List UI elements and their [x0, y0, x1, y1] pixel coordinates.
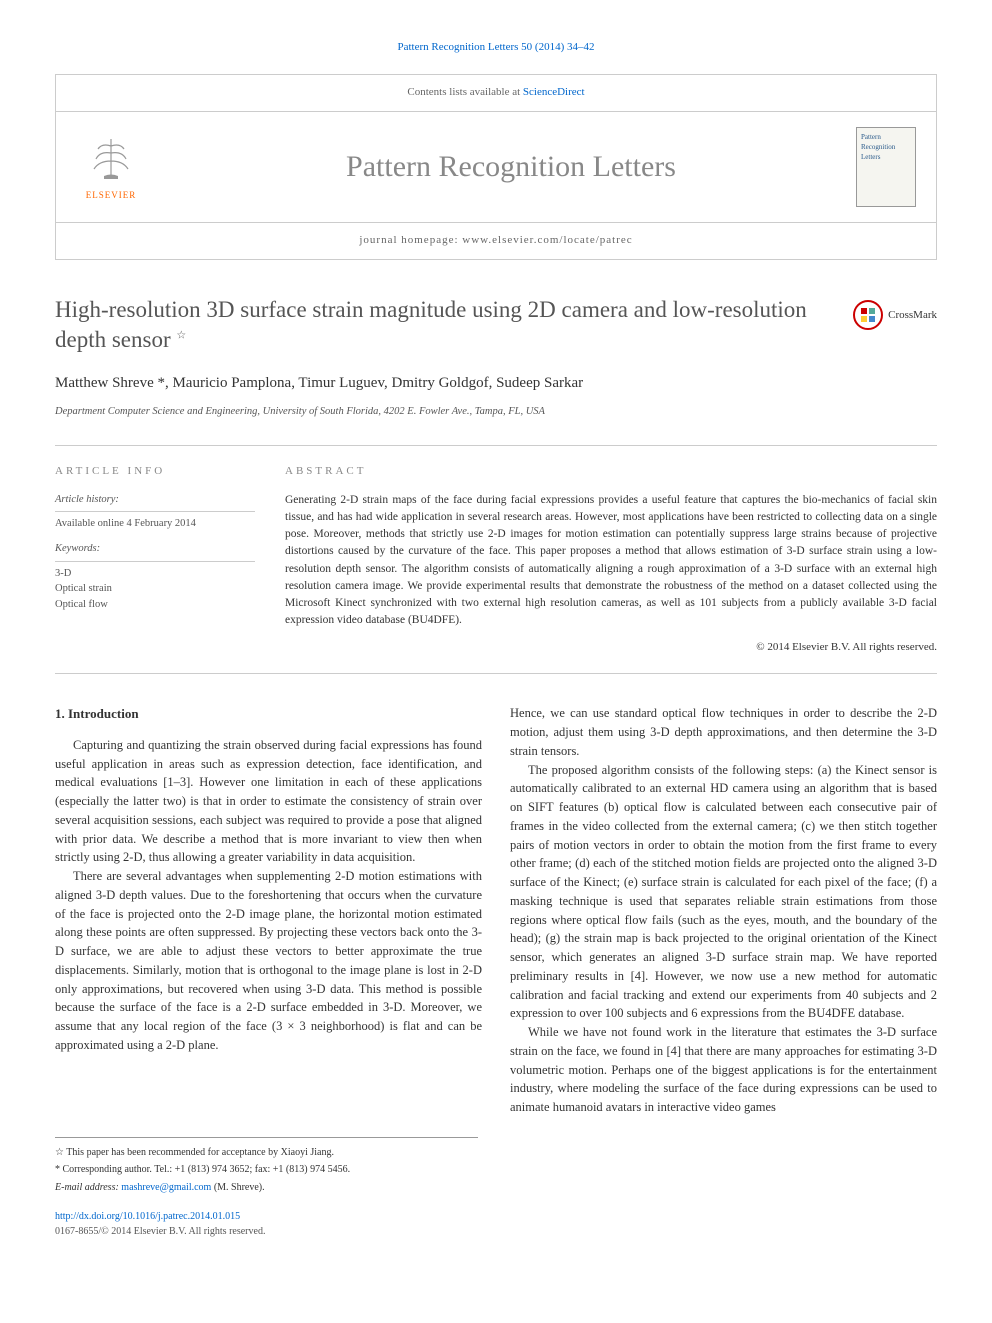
doi-block: http://dx.doi.org/10.1016/j.patrec.2014.…: [55, 1210, 937, 1239]
history-label: Article history:: [55, 492, 255, 512]
authors-line: Matthew Shreve *, Mauricio Pamplona, Tim…: [55, 373, 937, 395]
abstract-heading: ABSTRACT: [285, 464, 937, 480]
crossmark-badge[interactable]: CrossMark: [853, 300, 937, 330]
contents-pre: Contents lists available at: [407, 86, 522, 98]
section-1-heading: 1. Introduction: [55, 704, 482, 724]
title-star: ☆: [176, 329, 186, 341]
article-title: High-resolution 3D surface strain magnit…: [55, 295, 937, 355]
body-col-left: 1. Introduction Capturing and quantizing…: [55, 704, 482, 1117]
crossmark-icon: [853, 300, 883, 330]
doi-link[interactable]: http://dx.doi.org/10.1016/j.patrec.2014.…: [55, 1211, 240, 1222]
intro-p1: Capturing and quantizing the strain obse…: [55, 736, 482, 867]
intro-p2: There are several advantages when supple…: [55, 867, 482, 1055]
history-text: Available online 4 February 2014: [55, 516, 255, 532]
keywords-text: 3-D Optical strain Optical flow: [55, 566, 255, 613]
journal-title: Pattern Recognition Letters: [166, 145, 856, 189]
sciencedirect-link[interactable]: ScienceDirect: [523, 86, 585, 98]
intro-p3: Hence, we can use standard optical flow …: [510, 704, 937, 760]
homepage-url: www.elsevier.com/locate/patrec: [462, 234, 632, 246]
footnote-1: ☆ This paper has been recommended for ac…: [55, 1146, 478, 1161]
affiliation-line: Department Computer Science and Engineer…: [55, 404, 937, 419]
intro-p5: While we have not found work in the lite…: [510, 1023, 937, 1117]
abstract-copyright: © 2014 Elsevier B.V. All rights reserved…: [285, 640, 937, 656]
article-info-col: ARTICLE INFO Article history: Available …: [55, 464, 255, 656]
email-post: (M. Shreve).: [214, 1182, 265, 1193]
homepage-line: journal homepage: www.elsevier.com/locat…: [56, 223, 936, 259]
email-label: E-mail address:: [55, 1182, 121, 1193]
issn-line: 0167-8655/© 2014 Elsevier B.V. All right…: [55, 1226, 265, 1237]
citation-line: Pattern Recognition Letters 50 (2014) 34…: [55, 40, 937, 56]
email-link[interactable]: mashreve@gmail.com: [121, 1182, 211, 1193]
elsevier-tree-icon: [84, 131, 139, 186]
body-col-right: Hence, we can use standard optical flow …: [510, 704, 937, 1117]
elsevier-name: ELSEVIER: [86, 189, 137, 202]
footnote-2: * Corresponding author. Tel.: +1 (813) 9…: [55, 1163, 478, 1178]
article-info-heading: ARTICLE INFO: [55, 464, 255, 480]
journal-cover-thumb: Pattern Recognition Letters: [856, 127, 916, 207]
title-text: High-resolution 3D surface strain magnit…: [55, 297, 807, 352]
footnotes: ☆ This paper has been recommended for ac…: [55, 1137, 478, 1196]
homepage-pre: journal homepage:: [359, 234, 462, 246]
crossmark-label: CrossMark: [888, 308, 937, 322]
intro-p4: The proposed algorithm consists of the f…: [510, 761, 937, 1024]
elsevier-logo: ELSEVIER: [76, 129, 146, 204]
keywords-label: Keywords:: [55, 541, 255, 561]
abstract-col: ABSTRACT Generating 2-D strain maps of t…: [285, 464, 937, 656]
contents-line: Contents lists available at ScienceDirec…: [56, 75, 936, 112]
abstract-text: Generating 2-D strain maps of the face d…: [285, 492, 937, 630]
journal-header-box: Contents lists available at ScienceDirec…: [55, 74, 937, 260]
footnote-3: E-mail address: mashreve@gmail.com (M. S…: [55, 1181, 478, 1196]
